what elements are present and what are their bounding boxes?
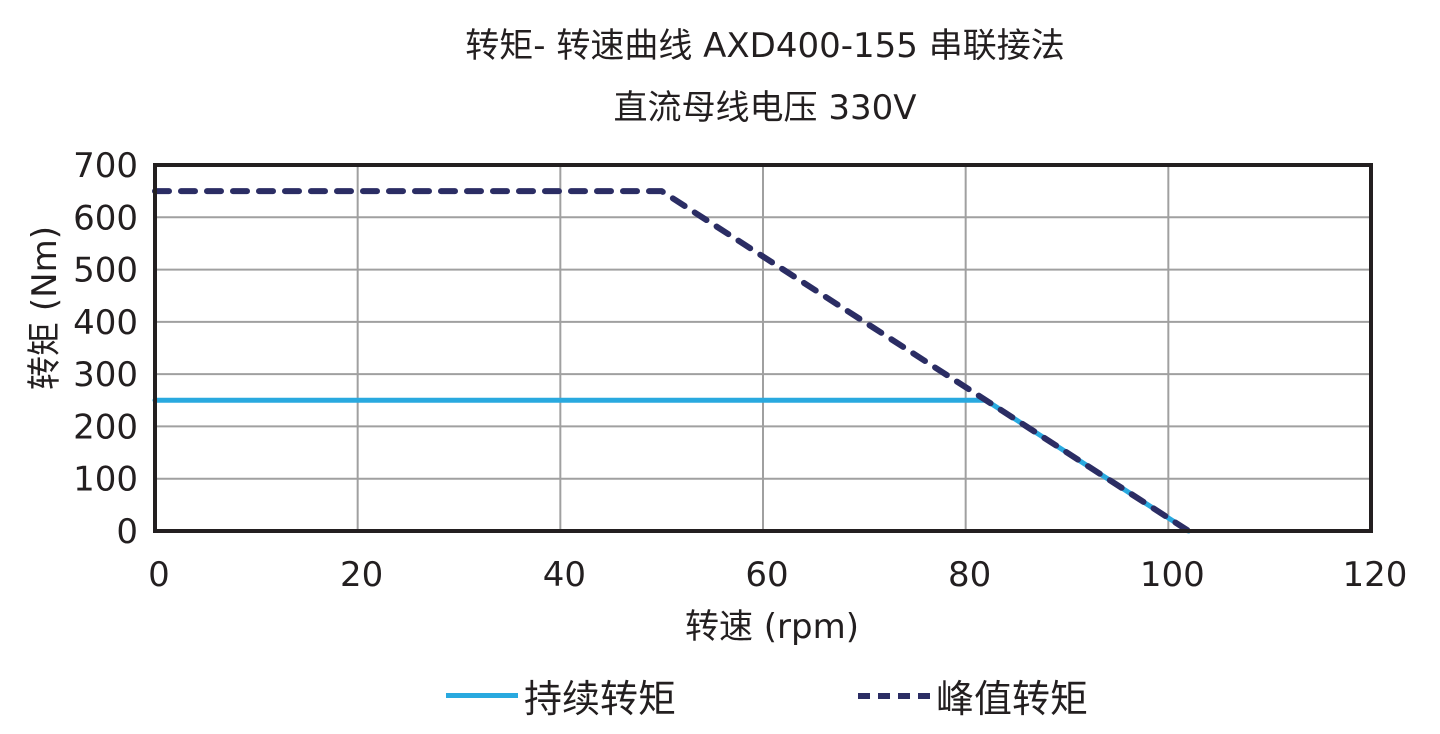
legend-label-continuous: 持续转矩 bbox=[524, 677, 677, 721]
plot-frame bbox=[153, 163, 1373, 533]
y-axis-label: 转矩 (Nm) bbox=[25, 226, 65, 390]
x-tick-label: 0 bbox=[148, 555, 170, 595]
x-tick-label: 100 bbox=[1140, 555, 1205, 595]
y-tick-label: 700 bbox=[73, 146, 138, 186]
x-tick-label: 20 bbox=[340, 555, 383, 595]
legend-item-continuous: 持续转矩 bbox=[446, 668, 676, 723]
x-tick-label: 120 bbox=[1343, 555, 1408, 595]
y-tick-label: 100 bbox=[73, 460, 138, 500]
y-tick-label: 200 bbox=[73, 407, 138, 447]
y-tick-label: 600 bbox=[73, 198, 138, 238]
y-tick-label: 300 bbox=[73, 355, 138, 395]
x-tick-label: 80 bbox=[948, 555, 991, 595]
y-tick-label: 500 bbox=[73, 251, 138, 291]
solid-line-icon bbox=[446, 693, 518, 698]
chart-title: 转矩- 转速曲线 AXD400-155 串联接法 bbox=[465, 26, 1065, 66]
chart-subtitle: 直流母线电压 330V bbox=[613, 88, 917, 128]
x-axis-ticks: 0 20 40 60 80 100 120 bbox=[148, 555, 1407, 595]
x-tick-label: 60 bbox=[745, 555, 788, 595]
grid-lines bbox=[155, 165, 1371, 531]
x-axis-label: 转速 (rpm) bbox=[685, 607, 859, 647]
y-axis-ticks: 0 100 200 300 400 500 600 700 bbox=[73, 146, 138, 552]
x-tick-label: 40 bbox=[543, 555, 586, 595]
peak-torque-line bbox=[152, 188, 1192, 534]
legend-label-peak: 峰值转矩 bbox=[936, 677, 1089, 721]
continuous-torque-line bbox=[152, 397, 1192, 534]
y-tick-label: 0 bbox=[116, 512, 138, 552]
data-series bbox=[152, 188, 1192, 534]
torque-speed-chart: 0 20 40 60 80 100 120 0 100 200 300 400 500 600 700 转… bbox=[25, 146, 1407, 647]
legend-item-peak: 峰值转矩 bbox=[858, 668, 1088, 723]
y-tick-label: 400 bbox=[73, 303, 138, 343]
dashed-line-icon bbox=[858, 692, 930, 699]
